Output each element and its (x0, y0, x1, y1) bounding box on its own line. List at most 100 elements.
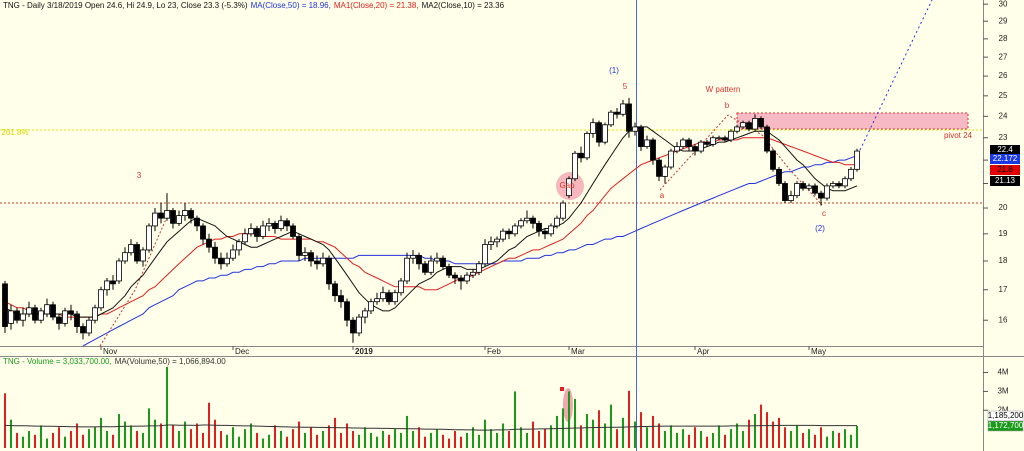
volume-bar (790, 431, 792, 448)
volume-bar (4, 393, 6, 448)
volume-bar (508, 431, 510, 448)
volume-bar (634, 421, 636, 448)
volume-bar (424, 436, 426, 448)
candle-body (554, 217, 560, 227)
candle-body (338, 295, 344, 303)
volume-bar (574, 398, 576, 448)
candle-body (824, 185, 830, 199)
volume-bar (70, 431, 72, 448)
candle-body (776, 168, 782, 184)
candle-body (728, 130, 734, 141)
price-header: TNG - Daily 3/18/2019 Open 24.6, Hi 24.9… (3, 1, 505, 10)
candle-body (752, 118, 758, 130)
candle-body (668, 150, 674, 168)
volume-bar (778, 417, 780, 448)
header-title: TNG - Daily 3/18/2019 Open 24.6, Hi 24.9… (3, 1, 248, 10)
volume-bar (718, 425, 720, 448)
candle-body (746, 122, 752, 130)
volume-title: TNG - Volume = 3,033,700.00, (3, 357, 112, 366)
volume-bar (472, 427, 474, 448)
volume-bar (580, 425, 582, 448)
candle-body (830, 183, 836, 187)
candle-body (578, 152, 584, 159)
candle-body (818, 192, 824, 199)
volume-bar (436, 429, 438, 448)
candle-body (542, 230, 548, 235)
candle-body (848, 168, 854, 180)
annotation: (2) (815, 224, 825, 233)
x-tick-label: Apr (697, 347, 710, 356)
volume-bar (112, 434, 114, 448)
volume-bar (388, 434, 390, 448)
candle-body (278, 220, 284, 229)
volume-bar (256, 432, 258, 448)
volume-bar (286, 436, 288, 448)
volume-bar (652, 415, 654, 448)
candle-body (290, 225, 296, 237)
y-tick-label: 16 (999, 315, 1008, 324)
candle-body (80, 326, 86, 334)
volume-bar (100, 417, 102, 448)
volume-bar (340, 432, 342, 448)
volume-bar (280, 431, 282, 448)
candle-body (602, 124, 608, 143)
volume-bar (334, 417, 336, 448)
candle-body (224, 257, 230, 265)
candle-body (680, 139, 686, 147)
volume-bar (172, 425, 174, 448)
candle-body (620, 103, 626, 115)
candle-body (806, 185, 812, 189)
x-tick-label: Feb (487, 347, 501, 356)
volume-bar (604, 423, 606, 448)
volume-bar (676, 432, 678, 448)
candle-body (350, 319, 356, 334)
candle-body (638, 126, 644, 147)
volume-bar (658, 423, 660, 448)
volume-bar (832, 431, 834, 448)
volume-bar (130, 425, 132, 448)
legend-entry: MA1(Close,20) = 21.38, (334, 1, 419, 10)
candle-body (770, 150, 776, 170)
candle-body (842, 178, 848, 187)
candle-body (500, 230, 506, 240)
volume-bar (10, 419, 12, 448)
candle-body (512, 225, 518, 235)
candle-body (50, 304, 56, 318)
candle-body (716, 137, 722, 140)
volume-bar (58, 427, 60, 448)
candle-body (560, 202, 566, 219)
legend-entry: MA2(Close,10) = 23.36 (422, 1, 505, 10)
volume-bar (802, 432, 804, 448)
volume-bar (520, 427, 522, 448)
volume-bar (442, 434, 444, 448)
candle-body (440, 257, 446, 268)
candle-body (608, 111, 614, 126)
volume-bar (346, 423, 348, 448)
annotation: b (725, 101, 730, 110)
candle-body (488, 241, 494, 245)
candle-body (536, 222, 542, 232)
candle-body (494, 238, 500, 243)
candle-body (272, 222, 278, 229)
x-tick-label: 2019 (355, 347, 373, 356)
candle-body (182, 210, 188, 217)
volume-bar (148, 408, 150, 448)
candle-body (572, 152, 578, 180)
volume-bar (40, 425, 42, 448)
candle-body (32, 307, 38, 321)
volume-bar (124, 421, 126, 448)
candle-body (62, 310, 68, 324)
volume-bar (178, 431, 180, 448)
candle-body (254, 228, 260, 237)
volume-bar (364, 427, 366, 448)
candle-body (386, 292, 392, 303)
volume-bar (352, 431, 354, 448)
candle-body (524, 217, 530, 222)
volume-bar (760, 404, 762, 448)
annotation: c (822, 209, 826, 218)
volume-bar (214, 419, 216, 448)
y-tick-label: 3M (997, 387, 1008, 396)
volume-bar (766, 412, 768, 448)
candle-body (476, 263, 482, 273)
volume-bar (646, 427, 648, 448)
